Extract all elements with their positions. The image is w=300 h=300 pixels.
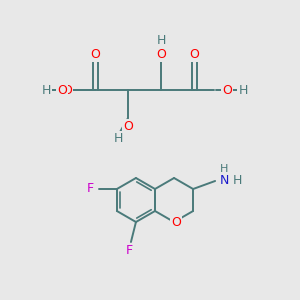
- Text: O: O: [123, 119, 133, 133]
- Text: O: O: [156, 47, 166, 61]
- Text: H: H: [238, 83, 248, 97]
- Text: O: O: [57, 83, 67, 97]
- Text: H: H: [156, 34, 166, 46]
- Text: O: O: [222, 83, 232, 97]
- Text: N: N: [219, 175, 229, 188]
- Text: F: F: [86, 182, 94, 196]
- Text: H: H: [232, 175, 242, 188]
- Text: O: O: [90, 47, 100, 61]
- Text: F: F: [125, 244, 133, 257]
- Text: H: H: [220, 164, 228, 174]
- Text: O: O: [62, 83, 72, 97]
- Text: O: O: [171, 215, 181, 229]
- Text: O: O: [189, 47, 199, 61]
- Text: H: H: [113, 131, 123, 145]
- Text: H: H: [41, 83, 51, 97]
